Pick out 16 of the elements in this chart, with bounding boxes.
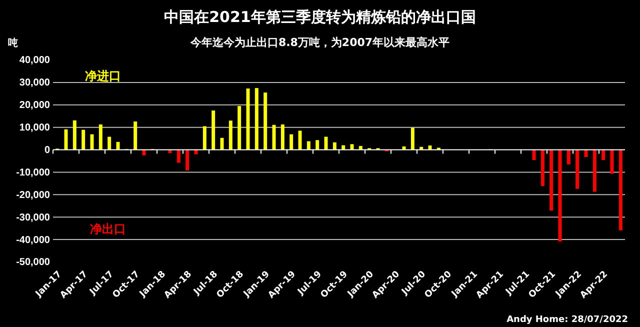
y-tick-label: -40,000 bbox=[16, 234, 50, 246]
annotation: 净出口 bbox=[90, 222, 126, 236]
y-tick-label: 40,000 bbox=[19, 55, 50, 66]
y-tick-label: -10,000 bbox=[16, 167, 50, 178]
text: Andy Home: 28/07/2022 bbox=[506, 315, 628, 325]
y-tick-label: -20,000 bbox=[16, 190, 50, 201]
y-tick-label: 30,000 bbox=[19, 78, 50, 89]
y-tick-label: 0 bbox=[44, 144, 50, 156]
y-axis-title: 吨 bbox=[8, 37, 18, 49]
chart-subtitle: 今年迄今为止出口8.8万吨，为2007年以来最高水平 bbox=[189, 36, 450, 49]
y-tick-label: -30,000 bbox=[16, 212, 50, 224]
chart-title: 中国在2021年第三季度转为精炼铅的净出口国 bbox=[164, 8, 476, 26]
y-tick-label: -50,000 bbox=[16, 257, 50, 268]
annotation: 净进口 bbox=[85, 69, 121, 83]
y-tick-label: 20,000 bbox=[19, 100, 50, 112]
y-tick-label: 10,000 bbox=[19, 122, 50, 134]
